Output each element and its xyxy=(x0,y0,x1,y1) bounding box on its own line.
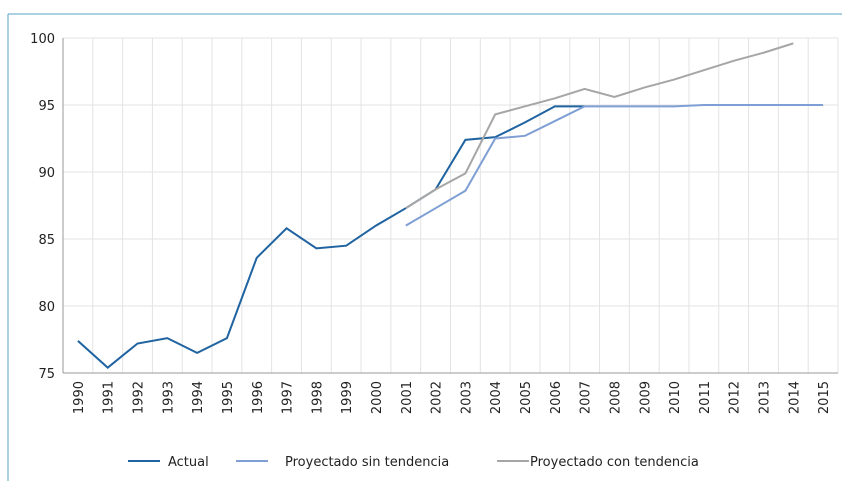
x-tick-label: 2009 xyxy=(638,381,653,414)
x-tick-label: 2014 xyxy=(787,381,802,414)
y-tick-label: 85 xyxy=(38,233,55,248)
x-tick-label: 2004 xyxy=(489,381,504,414)
x-tick-label: 1996 xyxy=(251,381,266,414)
line-series xyxy=(405,104,824,227)
x-tick-label: 2003 xyxy=(459,381,474,414)
legend-label: Proyectado con tendencia xyxy=(530,455,699,470)
x-tick-label: 1998 xyxy=(310,381,325,414)
x-tick-label: 2001 xyxy=(400,381,415,414)
x-tick-label: 2005 xyxy=(519,381,534,414)
x-tick-label: 2010 xyxy=(668,381,683,414)
x-tick-label: 1991 xyxy=(102,381,117,414)
y-tick-label: 90 xyxy=(38,166,55,181)
x-tick-label: 2008 xyxy=(608,381,623,414)
x-tick-label: 1990 xyxy=(72,381,87,414)
x-tick-label: 2012 xyxy=(728,381,743,414)
x-tick-label: 2007 xyxy=(579,381,594,414)
x-tick-label: 1992 xyxy=(132,381,147,414)
y-tick-label: 100 xyxy=(30,32,55,47)
x-tick-label: 1993 xyxy=(161,381,176,414)
x-tick-label: 1999 xyxy=(340,381,355,414)
x-tick-label: 2006 xyxy=(549,381,564,414)
y-tick-label: 95 xyxy=(38,99,55,114)
line-series xyxy=(405,42,794,210)
x-tick-label: 1995 xyxy=(221,381,236,414)
x-tick-label: 2002 xyxy=(430,381,445,414)
x-tick-label: 1997 xyxy=(281,381,296,414)
line-series xyxy=(77,105,585,369)
y-tick-label: 75 xyxy=(38,367,55,382)
legend-label: Proyectado sin tendencia xyxy=(285,455,449,470)
x-tick-label: 1994 xyxy=(191,381,206,414)
x-tick-label: 2015 xyxy=(817,381,832,414)
x-tick-label: 2013 xyxy=(757,381,772,414)
x-tick-label: 2011 xyxy=(698,381,713,414)
x-tick-label: 2000 xyxy=(370,381,385,414)
legend-label: Actual xyxy=(168,455,209,470)
y-tick-label: 80 xyxy=(38,300,55,315)
